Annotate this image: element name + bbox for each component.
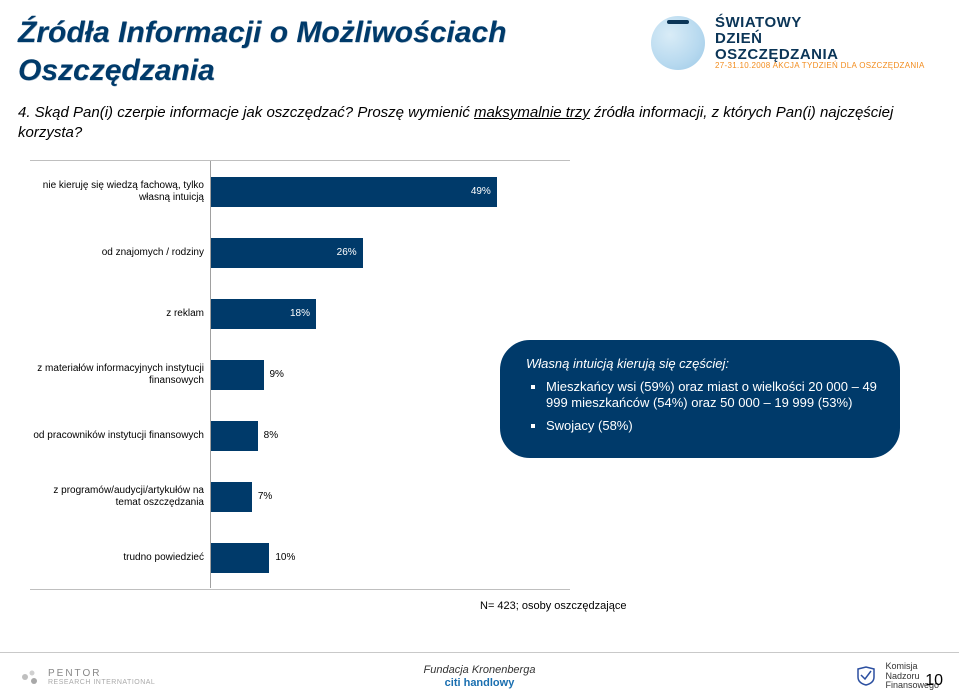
- subtitle-underline: maksymalnie trzy: [474, 104, 590, 121]
- chart-row: od pracowników instytucji finansowych 8%: [30, 405, 570, 466]
- logo-mark: [651, 16, 705, 70]
- chart-bar-wrap: 18%: [211, 283, 570, 344]
- question-text: 4. Skąd Pan(i) czerpie informacje jak os…: [0, 89, 959, 144]
- title-line1: Źródła Informacji o Możliwościach: [18, 16, 506, 49]
- logo-tagline: 27-31.10.2008 AKCJA TYDZIEŃ DLA OSZCZĘDZ…: [715, 62, 925, 70]
- pentor-icon: [20, 667, 40, 687]
- page-number: 10: [925, 672, 943, 690]
- chart-row: nie kieruję się wiedzą fachową, tylko wł…: [30, 161, 570, 222]
- fk-name: Fundacja Kronenberga: [424, 664, 536, 676]
- logo-line2: DZIEŃ: [715, 31, 925, 47]
- chart-bar: [211, 360, 264, 390]
- footer: PENTOR RESEARCH INTERNATIONAL Fundacja K…: [0, 652, 959, 700]
- footer-center: Fundacja Kronenberga citi handlowy: [424, 664, 536, 688]
- chart-row-label: z reklam: [30, 308, 210, 320]
- pentor-sub: RESEARCH INTERNATIONAL: [48, 679, 155, 686]
- logo-line3: OSZCZĘDZANIA: [715, 47, 925, 63]
- chart-value-label: 8%: [264, 430, 278, 441]
- logo-text: ŚWIATOWY DZIEŃ OSZCZĘDZANIA 27-31.10.200…: [715, 15, 925, 71]
- chart-row-label: od pracowników instytucji finansowych: [30, 430, 210, 442]
- chart-row: od znajomych / rodziny26%: [30, 222, 570, 283]
- pentor-text: PENTOR RESEARCH INTERNATIONAL: [48, 668, 155, 686]
- chart-bar: [211, 543, 269, 573]
- chart-bar: 49%: [211, 177, 497, 207]
- chart-bar: 18%: [211, 299, 316, 329]
- title-line2: Oszczędzania: [18, 54, 215, 87]
- pentor-name: PENTOR: [48, 668, 155, 679]
- bar-chart: nie kieruję się wiedzą fachową, tylko wł…: [30, 160, 570, 590]
- chart-bar: 26%: [211, 238, 363, 268]
- chart-row: z programów/audycji/artykułów na temat o…: [30, 466, 570, 527]
- chart-row-label: z materiałów informacyjnych instytucji f…: [30, 363, 210, 386]
- chart-bar: [211, 482, 252, 512]
- chart-row-label: trudno powiedzieć: [30, 552, 210, 564]
- chart-row: trudno powiedzieć 10%: [30, 527, 570, 588]
- chart-row: z materiałów informacyjnych instytucji f…: [30, 344, 570, 405]
- chart-row: z reklam18%: [30, 283, 570, 344]
- callout-lead: Własną intuicją kierują się częściej:: [526, 356, 878, 371]
- chart-bar: [211, 421, 258, 451]
- chart-value-label: 10%: [275, 552, 295, 563]
- chart-value-label: 9%: [270, 369, 284, 380]
- chart-row-label: nie kieruję się wiedzą fachową, tylko wł…: [30, 180, 210, 203]
- chart-bar-wrap: 26%: [211, 222, 570, 283]
- chart-bar-wrap: 7%: [211, 466, 570, 527]
- chart-row-label: od znajomych / rodziny: [30, 247, 210, 259]
- callout-bullet: Mieszkańcy wsi (59%) oraz miast o wielko…: [546, 379, 878, 412]
- logo-right: ŚWIATOWY DZIEŃ OSZCZĘDZANIA 27-31.10.200…: [651, 4, 951, 82]
- citi-name: citi handlowy: [424, 677, 536, 689]
- knf-icon: [855, 665, 877, 687]
- chart-bar-wrap: 10%: [211, 527, 570, 588]
- callout-list: Mieszkańcy wsi (59%) oraz miast o wielko…: [526, 379, 878, 434]
- chart-bar-wrap: 49%: [211, 161, 570, 222]
- sample-size-label: N= 423; osoby oszczędzające: [480, 600, 626, 612]
- subtitle-pre: 4. Skąd Pan(i) czerpie informacje jak os…: [18, 104, 474, 121]
- callout-box: Własną intuicją kierują się częściej: Mi…: [500, 340, 900, 458]
- chart-value-label: 7%: [258, 491, 272, 502]
- footer-left-logo: PENTOR RESEARCH INTERNATIONAL: [20, 667, 155, 687]
- chart-row-label: z programów/audycji/artykułów na temat o…: [30, 485, 210, 508]
- logo-line1: ŚWIATOWY: [715, 15, 925, 31]
- callout-bullet: Swojacy (58%): [546, 418, 878, 434]
